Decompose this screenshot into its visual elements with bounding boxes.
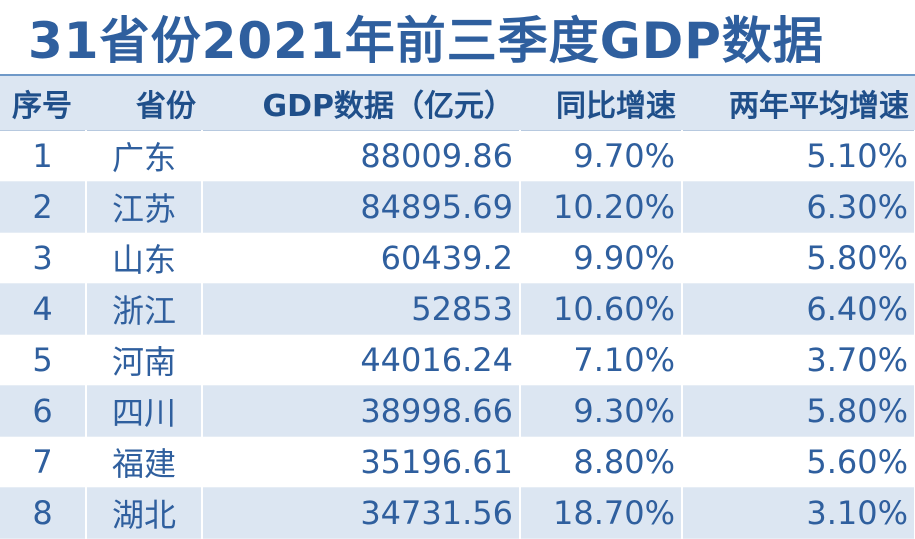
row-index: 7	[0, 436, 87, 488]
row-province: 广东	[86, 130, 203, 182]
row-index: 4	[0, 283, 87, 335]
row-two-year: 3.10%	[682, 487, 915, 539]
row-province: 福建	[86, 436, 203, 488]
row-index: 6	[0, 385, 87, 437]
row-gdp: 52853	[202, 283, 521, 335]
table-row: 2 江苏 84895.69 10.20% 6.30%	[0, 181, 915, 233]
column-header-gdp: GDP数据（亿元）	[202, 76, 520, 131]
row-two-year: 5.60%	[682, 436, 915, 488]
page-title: 31省份2021年前三季度GDP数据	[0, 0, 915, 76]
row-yoy: 7.10%	[520, 334, 683, 386]
row-yoy: 9.30%	[520, 385, 683, 437]
row-two-year: 5.80%	[682, 232, 915, 284]
row-index: 8	[0, 487, 87, 539]
row-yoy: 8.80%	[520, 436, 683, 488]
column-header-yoy: 同比增速	[520, 76, 682, 131]
row-province: 湖北	[86, 487, 203, 539]
row-gdp: 60439.2	[202, 232, 521, 284]
row-gdp: 84895.69	[202, 181, 521, 233]
row-yoy: 10.60%	[520, 283, 683, 335]
row-index: 5	[0, 334, 87, 386]
column-header-index: 序号	[0, 76, 86, 131]
row-yoy: 10.20%	[520, 181, 683, 233]
row-province: 江苏	[86, 181, 203, 233]
table-row: 8 湖北 34731.56 18.70% 3.10%	[0, 487, 915, 539]
row-province: 山东	[86, 232, 203, 284]
row-two-year: 6.40%	[682, 283, 915, 335]
row-two-year: 5.10%	[682, 130, 915, 182]
table-row: 4 浙江 52853 10.60% 6.40%	[0, 283, 915, 335]
table-row: 1 广东 88009.86 9.70% 5.10%	[0, 130, 915, 182]
column-header-province: 省份	[86, 76, 202, 131]
row-index: 3	[0, 232, 87, 284]
table-row: 7 福建 35196.61 8.80% 5.60%	[0, 436, 915, 488]
row-gdp: 35196.61	[202, 436, 521, 488]
row-index: 1	[0, 130, 87, 182]
row-yoy: 9.90%	[520, 232, 683, 284]
table-row: 6 四川 38998.66 9.30% 5.80%	[0, 385, 915, 437]
row-province: 浙江	[86, 283, 203, 335]
row-province: 四川	[86, 385, 203, 437]
table-header-row: 序号 省份 GDP数据（亿元） 同比增速 两年平均增速	[0, 76, 915, 131]
row-gdp: 88009.86	[202, 130, 521, 182]
row-yoy: 18.70%	[520, 487, 683, 539]
row-index: 2	[0, 181, 87, 233]
row-two-year: 5.80%	[682, 385, 915, 437]
row-gdp: 34731.56	[202, 487, 521, 539]
column-header-two-year: 两年平均增速	[682, 76, 915, 131]
row-gdp: 44016.24	[202, 334, 521, 386]
row-two-year: 3.70%	[682, 334, 915, 386]
row-two-year: 6.30%	[682, 181, 915, 233]
table-row: 5 河南 44016.24 7.10% 3.70%	[0, 334, 915, 386]
row-yoy: 9.70%	[520, 130, 683, 182]
row-province: 河南	[86, 334, 203, 386]
gdp-table: 序号 省份 GDP数据（亿元） 同比增速 两年平均增速 1 广东 88009.8…	[0, 76, 915, 539]
table-row: 3 山东 60439.2 9.90% 5.80%	[0, 232, 915, 284]
row-gdp: 38998.66	[202, 385, 521, 437]
